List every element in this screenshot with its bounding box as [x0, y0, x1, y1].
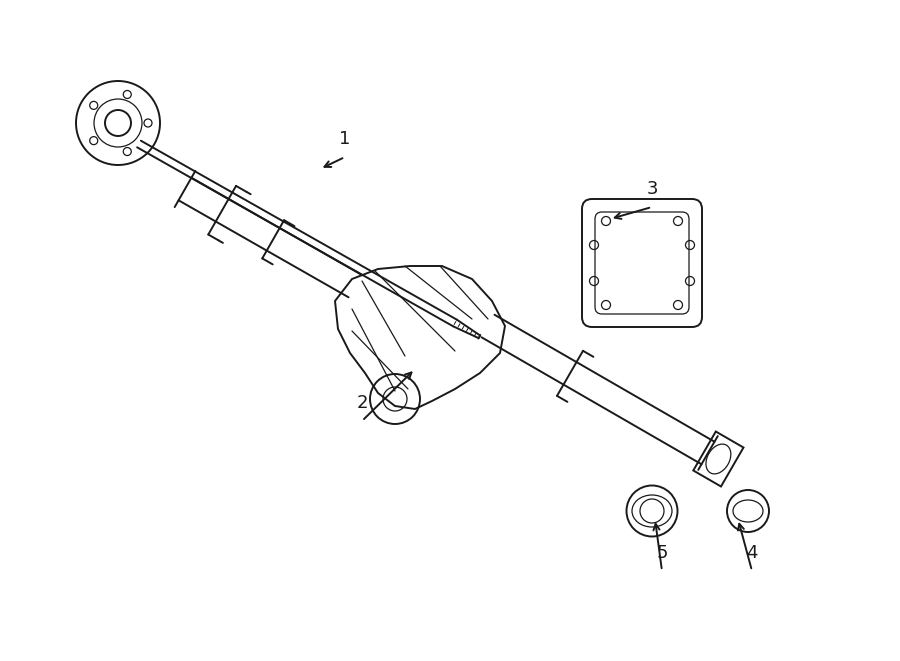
- Text: 2: 2: [356, 394, 368, 412]
- Text: 1: 1: [339, 130, 351, 148]
- Text: 5: 5: [656, 544, 668, 562]
- Text: 4: 4: [746, 544, 758, 562]
- Text: 3: 3: [646, 180, 658, 198]
